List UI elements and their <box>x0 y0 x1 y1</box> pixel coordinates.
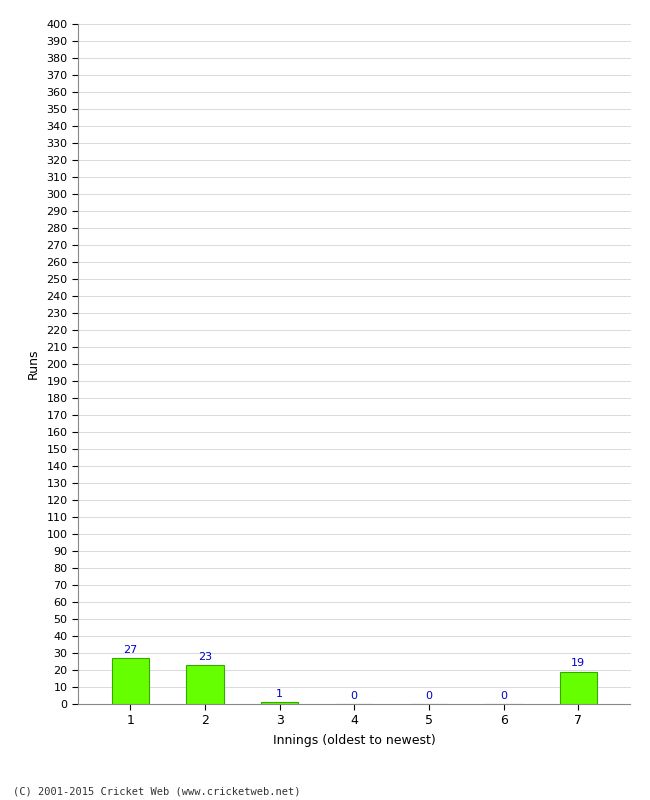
Text: 27: 27 <box>123 645 137 654</box>
Text: 1: 1 <box>276 689 283 699</box>
Text: 0: 0 <box>425 690 432 701</box>
Bar <box>112 658 149 704</box>
Text: 0: 0 <box>351 690 358 701</box>
Text: 19: 19 <box>571 658 585 668</box>
Bar <box>261 702 298 704</box>
Bar <box>560 672 597 704</box>
Y-axis label: Runs: Runs <box>27 349 40 379</box>
Text: 23: 23 <box>198 651 212 662</box>
Text: (C) 2001-2015 Cricket Web (www.cricketweb.net): (C) 2001-2015 Cricket Web (www.cricketwe… <box>13 786 300 796</box>
Text: 0: 0 <box>500 690 507 701</box>
X-axis label: Innings (oldest to newest): Innings (oldest to newest) <box>273 734 436 747</box>
Bar <box>187 665 224 704</box>
